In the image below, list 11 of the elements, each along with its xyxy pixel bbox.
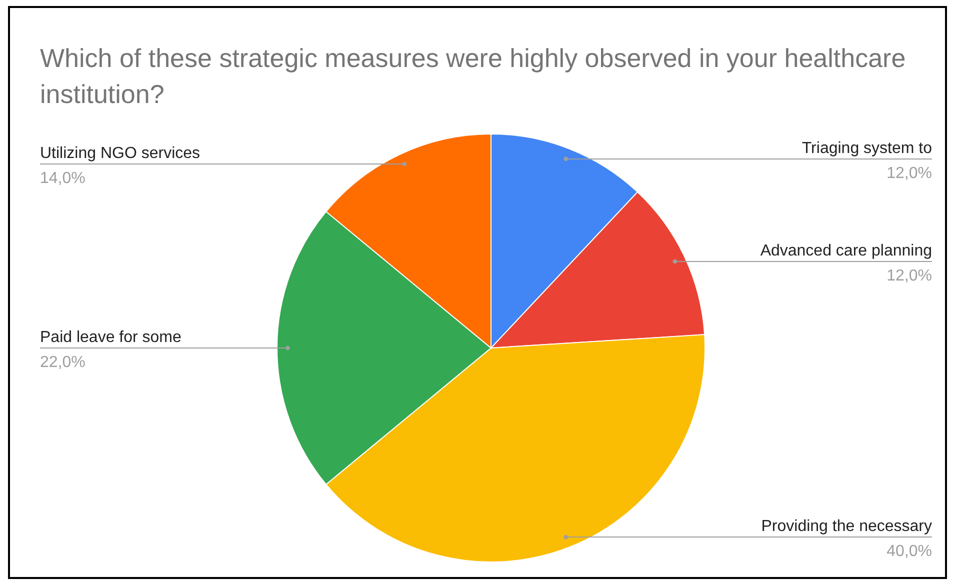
- slice-label: Paid leave for some: [40, 329, 182, 346]
- slice-label: Utilizing NGO services: [40, 145, 200, 162]
- slice-label: Advanced care planning: [760, 242, 932, 260]
- chart-title: Which of these strategic measures were highly observed in your healthcare institution?: [40, 42, 907, 111]
- data-label: 12,0%: [886, 164, 932, 182]
- data-label: 40,0%: [886, 543, 932, 560]
- data-label: 14,0%: [40, 170, 86, 188]
- slice-label: Providing the necessary: [761, 518, 932, 536]
- data-label: 22,0%: [40, 354, 86, 371]
- slice-label: Triaging system to: [802, 140, 932, 157]
- data-label: 12,0%: [886, 267, 932, 284]
